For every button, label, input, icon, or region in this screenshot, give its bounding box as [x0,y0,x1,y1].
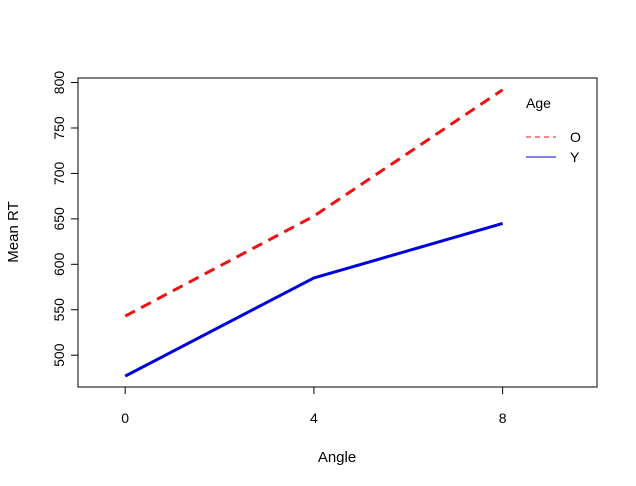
series-line-o [124,88,504,318]
x-tick-label: 0 [121,410,129,426]
legend-label-y: Y [570,149,580,165]
y-axis-title: Mean RT [5,201,22,262]
x-axis: 0 4 8 [121,387,507,426]
y-tick-label: 800 [51,71,67,95]
y-tick-label: 700 [51,162,67,186]
x-tick-label: 4 [310,410,318,426]
legend-title: Age [526,95,551,111]
plot-frame [77,77,598,388]
y-axis: 500 550 600 650 700 750 800 [51,71,78,367]
y-tick-label: 650 [51,207,67,231]
legend-label-o: O [570,129,581,145]
series-line-y [124,221,504,378]
y-tick-label: 550 [51,298,67,322]
y-tick-label: 750 [51,116,67,140]
y-tick-label: 600 [51,252,67,276]
y-tick-label: 500 [51,343,67,367]
x-tick-label: 8 [499,410,507,426]
series-layer [124,88,504,378]
legend: Age OY [526,95,581,165]
x-axis-title: Angle [318,449,356,466]
